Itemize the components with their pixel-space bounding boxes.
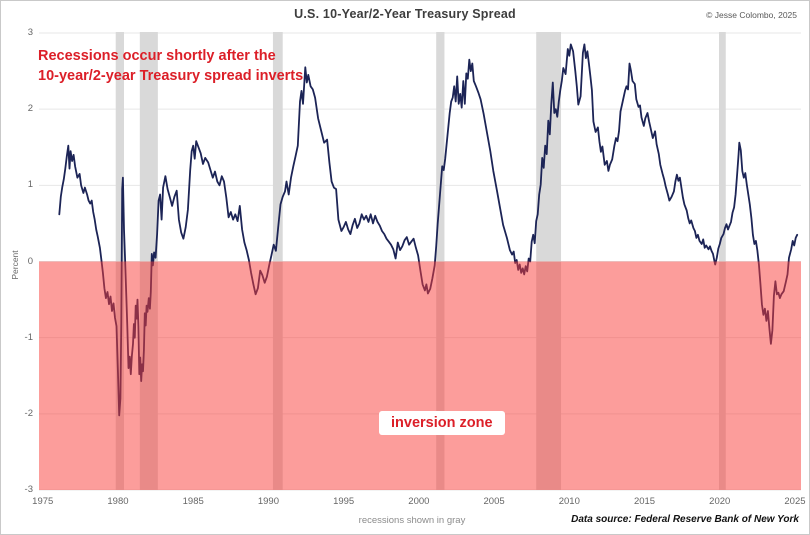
recession-annotation-line2: 10-year/2-year Treasury spread inverts (38, 68, 304, 84)
y-tick-label: 2 (27, 103, 33, 115)
y-tick-label: -2 (24, 407, 33, 419)
recessions-footnote: recessions shown in gray (358, 515, 466, 526)
y-tick-label: 0 (27, 255, 33, 267)
page-title: U.S. 10-Year/2-Year Treasury Spread (294, 7, 516, 21)
x-tick-label: 1975 (32, 496, 54, 507)
x-tick-label: 2000 (408, 496, 430, 507)
recession-band (115, 32, 125, 490)
x-tick-label: 2010 (558, 496, 580, 507)
y-tick-label: 1 (27, 179, 33, 191)
y-tick-label: -1 (24, 331, 33, 343)
x-tick-label: 2015 (633, 496, 656, 507)
inversion-zone-label: inversion zone (379, 411, 505, 435)
copyright-note: © Jesse Colombo, 2025 (706, 10, 797, 20)
x-tick-label: 1995 (333, 496, 355, 507)
x-tick-label: 2020 (709, 496, 731, 507)
x-tick-label: 1980 (107, 496, 129, 507)
y-tick-label: 3 (27, 27, 33, 38)
x-tick-label: 1985 (182, 496, 204, 507)
x-tick-label: 2025 (784, 496, 806, 507)
recession-band (436, 32, 445, 490)
y-tick-label: -3 (24, 484, 33, 495)
x-tick-label: 1990 (257, 496, 279, 507)
recession-annotation: Recessions occur shortly after the 10-ye… (38, 46, 303, 86)
recession-band (719, 32, 726, 490)
recession-annotation-line1: Recessions occur shortly after the (38, 48, 276, 64)
recession-band (272, 32, 283, 490)
x-tick-label: 2005 (483, 496, 505, 507)
data-source-credit: Data source: Federal Reserve Bank of New… (571, 514, 799, 525)
inversion-zone-overlay (39, 261, 801, 490)
